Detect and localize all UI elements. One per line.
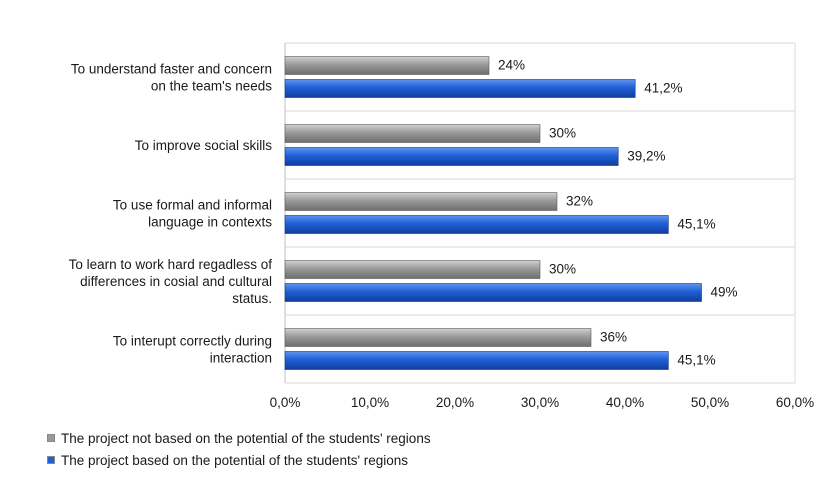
x-tick-label: 0,0% bbox=[270, 395, 301, 410]
bar-based bbox=[284, 351, 669, 370]
category-label: To improve social skills bbox=[135, 138, 273, 153]
legend: The project not based on the potential o… bbox=[47, 427, 431, 471]
x-tick-label: 20,0% bbox=[436, 395, 474, 410]
category-label: To learn to work hard regadless of differ… bbox=[69, 257, 273, 306]
data-label: 24% bbox=[498, 58, 525, 73]
bar-not-based bbox=[284, 328, 592, 347]
grid-layer bbox=[284, 42, 796, 384]
data-label: 39,2% bbox=[627, 149, 665, 164]
legend-item-not-based: The project not based on the potential o… bbox=[47, 427, 431, 449]
category-label: To interupt correctly during interaction bbox=[113, 334, 272, 366]
data-label: 30% bbox=[549, 126, 576, 141]
category-label: To use formal and informal language in co… bbox=[113, 198, 272, 230]
bar-not-based bbox=[284, 56, 490, 75]
legend-swatch-grey bbox=[47, 434, 55, 442]
x-tick-label: 50,0% bbox=[691, 395, 729, 410]
data-label: 45,1% bbox=[677, 353, 715, 368]
bars-layer bbox=[284, 56, 702, 370]
data-label: 32% bbox=[566, 194, 593, 209]
labels-layer: To understand faster and concern on the t… bbox=[69, 58, 815, 411]
data-label: 41,2% bbox=[644, 81, 682, 96]
data-label: 49% bbox=[711, 285, 738, 300]
bar-not-based bbox=[284, 260, 541, 279]
bar-based bbox=[284, 79, 636, 98]
bar-not-based bbox=[284, 192, 558, 211]
legend-label-not-based: The project not based on the potential o… bbox=[61, 430, 431, 446]
legend-label-based: The project based on the potential of th… bbox=[61, 452, 409, 468]
data-label: 36% bbox=[600, 330, 627, 345]
x-tick-label: 30,0% bbox=[521, 395, 559, 410]
legend-item-based: The project based on the potential of th… bbox=[47, 449, 431, 471]
bar-based bbox=[284, 215, 669, 234]
data-label: 45,1% bbox=[677, 217, 715, 232]
legend-swatch-blue bbox=[47, 456, 55, 464]
bar-based bbox=[284, 147, 619, 166]
bar-based bbox=[284, 283, 702, 302]
x-tick-label: 60,0% bbox=[776, 395, 814, 410]
x-tick-label: 10,0% bbox=[351, 395, 389, 410]
bar-not-based bbox=[284, 124, 541, 143]
category-label: To understand faster and concern on the t… bbox=[71, 62, 272, 94]
data-label: 30% bbox=[549, 262, 576, 277]
x-tick-label: 40,0% bbox=[606, 395, 644, 410]
